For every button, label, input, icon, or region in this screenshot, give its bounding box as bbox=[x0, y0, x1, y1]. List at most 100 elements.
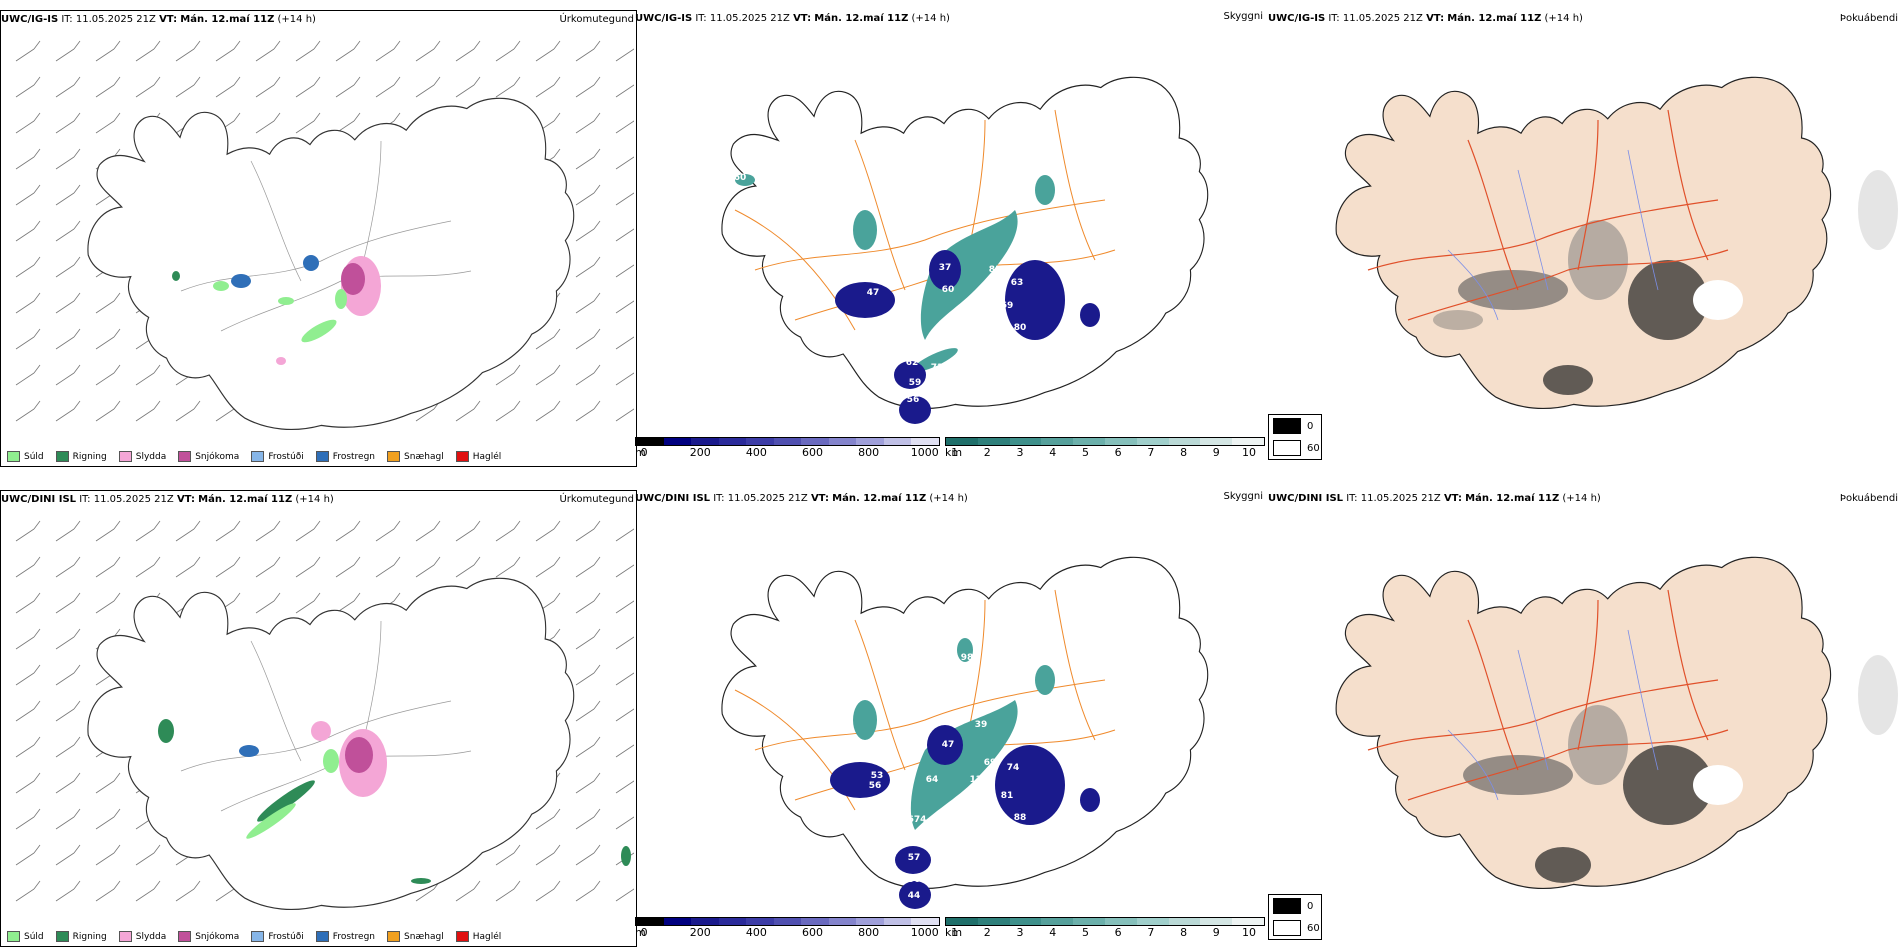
wind-barb bbox=[495, 400, 521, 422]
wind-barb bbox=[615, 120, 634, 134]
wind-barb bbox=[615, 528, 634, 542]
wind-barb bbox=[535, 328, 561, 350]
visibility-colorbar-top: 1 2 3 4 5 6 7 8 9 10 km bbox=[945, 437, 1265, 459]
ceiling-value-label: 29 bbox=[894, 323, 907, 333]
wind-barb bbox=[575, 40, 601, 62]
legend-label: Rigning bbox=[72, 931, 107, 942]
wind-barb bbox=[615, 636, 634, 650]
wind-barb bbox=[15, 292, 41, 314]
fog-legend-black: 0 bbox=[1307, 420, 1314, 432]
wind-barb bbox=[55, 664, 81, 686]
ceiling-value-label: 68 bbox=[929, 395, 942, 405]
ceiling-value-label: 81 bbox=[989, 265, 1002, 275]
wind-barb bbox=[575, 220, 601, 242]
wind-barb bbox=[615, 408, 634, 422]
wind-barb bbox=[95, 556, 121, 578]
colorbar-tick: 10 bbox=[1242, 446, 1256, 459]
vis-areas bbox=[853, 638, 1055, 830]
lead-time: (+14 h) bbox=[929, 493, 968, 504]
wind-barb bbox=[335, 112, 361, 134]
colorbar-tick: 4 bbox=[1049, 446, 1057, 459]
colorbar-tick: 400 bbox=[745, 446, 767, 459]
ceiling-value-label: 126 bbox=[974, 793, 993, 803]
legend-item: Slydda bbox=[118, 931, 166, 942]
wind-barb bbox=[175, 880, 201, 902]
ceiling-value-label: 47 bbox=[867, 288, 880, 298]
ceiling-header-bottom: UWC/DINI ISL IT: 11.05.2025 21Z VT: Mán.… bbox=[635, 491, 1265, 506]
wind-barb bbox=[455, 880, 481, 902]
model-name: UWC/IG-IS bbox=[1268, 13, 1326, 24]
wind-barb bbox=[135, 76, 161, 98]
wind-barb bbox=[335, 40, 361, 62]
ceiling-header-top: UWC/IG-IS IT: 11.05.2025 21Z VT: Mán. 12… bbox=[635, 11, 1265, 26]
vt-label: VT: bbox=[159, 14, 178, 25]
ceiling-value-label: 85 bbox=[889, 238, 902, 248]
wind-barb bbox=[615, 300, 634, 314]
fog-title: Þokuábendi bbox=[1839, 13, 1898, 24]
wind-barb bbox=[255, 112, 281, 134]
precip-header-top: UWC/IG-IS IT: 11.05.2025 21Z VT: Mán. 12… bbox=[1, 13, 636, 27]
legend-item: Slydda bbox=[118, 451, 166, 462]
wind-barb bbox=[495, 40, 521, 62]
legend-label: Frostúði bbox=[268, 931, 304, 942]
wind-barb bbox=[15, 400, 41, 422]
ceiling-colorbar-top: 0 200 400 600 800 1000 m bbox=[635, 437, 940, 459]
fog-header-top: UWC/IG-IS IT: 11.05.2025 21Z VT: Mán. 12… bbox=[1268, 12, 1900, 26]
fog-map-bottom bbox=[1335, 556, 1898, 890]
wind-barb bbox=[15, 148, 41, 170]
ceiling-value-label: 60 bbox=[942, 285, 955, 295]
colorbar-tick: 1 bbox=[951, 446, 959, 459]
wind-barb bbox=[15, 520, 41, 542]
colorbar-tick: 5 bbox=[1081, 926, 1089, 939]
ceiling-areas bbox=[835, 250, 1100, 424]
wind-barb bbox=[15, 556, 41, 578]
legend-label: Súld bbox=[24, 451, 44, 462]
precip-areas bbox=[158, 719, 631, 884]
legend-label: Snæhagl bbox=[404, 931, 444, 942]
it-label: IT: bbox=[79, 494, 91, 505]
wind-barb bbox=[415, 520, 441, 542]
wind-barb bbox=[455, 556, 481, 578]
ceiling-value-label: 122 bbox=[981, 288, 1000, 298]
colorbar-tick: 0 bbox=[640, 926, 648, 939]
wind-barb bbox=[255, 592, 281, 614]
wind-barb bbox=[575, 700, 601, 722]
legend-label: Frostregn bbox=[332, 931, 376, 942]
legend-swatch bbox=[315, 931, 329, 942]
wind-barb bbox=[15, 664, 41, 686]
wind-barb bbox=[135, 844, 161, 866]
wind-barb bbox=[535, 40, 561, 62]
colorbar-tick: 9 bbox=[1212, 926, 1220, 939]
wind-barb bbox=[255, 76, 281, 98]
wind-barb bbox=[615, 156, 634, 170]
ceiling-value-label: 98 bbox=[961, 653, 974, 663]
colorbar-tick: 3 bbox=[1016, 446, 1024, 459]
colorbar-tick: 10 bbox=[1242, 926, 1256, 939]
legend-swatch bbox=[455, 931, 469, 942]
vt-value: Mán. 12.maí 11Z bbox=[1465, 493, 1560, 504]
wind-barb bbox=[455, 40, 481, 62]
wind-barb bbox=[95, 520, 121, 542]
wind-barb bbox=[95, 844, 121, 866]
vt-value: Mán. 12.maí 11Z bbox=[180, 14, 275, 25]
it-label: IT: bbox=[61, 14, 73, 25]
wind-barb bbox=[535, 364, 561, 386]
wind-barb bbox=[415, 76, 441, 98]
legend-swatch bbox=[455, 451, 469, 462]
wind-barb bbox=[335, 76, 361, 98]
wind-barb bbox=[295, 112, 321, 134]
legend-swatch bbox=[7, 451, 20, 462]
fog-title: Þokuábendi bbox=[1839, 493, 1898, 504]
colorbar-tick: 7 bbox=[1147, 926, 1155, 939]
ceiling-colorbar-bottom: 0 200 400 600 800 1000 m bbox=[635, 917, 940, 939]
vt-value: Mán. 12.maí 11Z bbox=[814, 13, 909, 24]
legend-label: Súld bbox=[24, 931, 44, 942]
wind-barb bbox=[575, 592, 601, 614]
wind-barb bbox=[55, 112, 81, 134]
wind-barb bbox=[615, 228, 634, 242]
precip-legend-bottom: Súld Rigning Slydda Snjókoma Frostúði Frostre… bbox=[7, 931, 513, 942]
colorbar-tick: 2 bbox=[983, 926, 991, 939]
wind-barb bbox=[575, 76, 601, 98]
wind-barb bbox=[575, 184, 601, 206]
